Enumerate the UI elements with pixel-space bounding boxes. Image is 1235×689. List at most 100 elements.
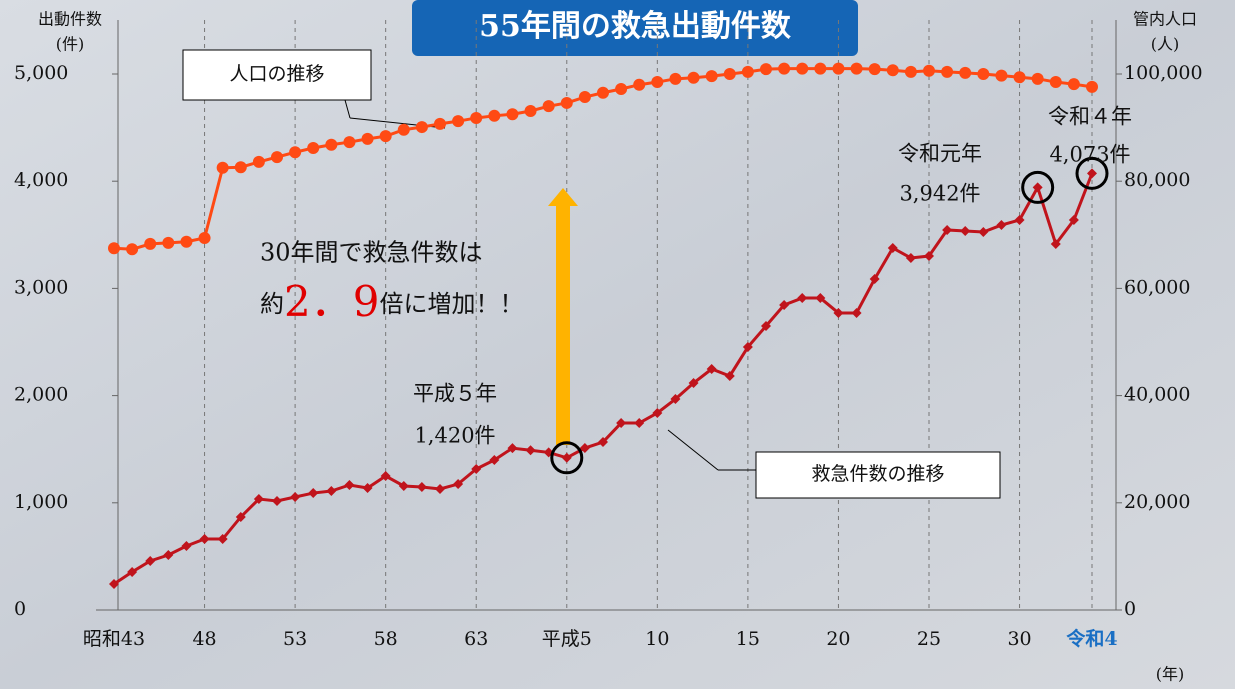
- marker: [452, 115, 464, 127]
- series-label: 救急件数の推移: [811, 463, 944, 485]
- chart: 55年間の救急出動件数 出動件数 (件) 管内人口 (人) (年) 0 1,000…: [0, 0, 1235, 689]
- marker: [543, 100, 555, 112]
- marker: [851, 63, 863, 75]
- y-axis-unit: (件): [56, 35, 85, 54]
- marker: [398, 124, 410, 136]
- marker: [760, 63, 772, 75]
- marker: [253, 156, 265, 168]
- marker: [307, 142, 319, 154]
- marker: [434, 118, 446, 130]
- marker: [796, 63, 808, 75]
- y-tick-label: 3,000: [14, 276, 68, 298]
- x-tick-label: 58: [374, 628, 398, 650]
- y2-tick-label: 60,000: [1124, 276, 1190, 298]
- marker: [162, 237, 174, 249]
- marker: [289, 146, 301, 158]
- y2-tick-label: 80,000: [1124, 169, 1190, 191]
- series-label: 人口の推移: [229, 63, 324, 85]
- marker: [199, 232, 211, 244]
- marker: [959, 67, 971, 79]
- marker: [416, 121, 428, 133]
- marker: [325, 139, 337, 151]
- y2-tick-label: 20,000: [1124, 491, 1190, 513]
- callout-text: 令和元年: [898, 142, 982, 166]
- marker: [525, 105, 537, 117]
- marker: [597, 87, 609, 99]
- message-prefix: 約: [260, 290, 284, 318]
- marker: [108, 242, 120, 254]
- marker: [217, 162, 229, 174]
- x-tick-label: 63: [464, 628, 488, 650]
- x-tick-label: 平成5: [542, 628, 592, 650]
- marker: [869, 63, 881, 75]
- marker: [579, 91, 591, 103]
- marker: [615, 83, 627, 95]
- marker: [923, 65, 935, 77]
- marker: [235, 161, 247, 173]
- marker: [362, 133, 374, 145]
- x-axis-unit: (年): [1156, 665, 1185, 684]
- marker: [688, 72, 700, 84]
- marker: [706, 70, 718, 82]
- background: [0, 0, 1235, 689]
- callout-text: 1,420件: [414, 424, 495, 448]
- y-tick-label: 1,000: [14, 491, 68, 513]
- marker: [271, 151, 283, 163]
- y-tick-label: 0: [14, 598, 26, 620]
- marker: [995, 70, 1007, 82]
- y-tick-label: 2,000: [14, 384, 68, 406]
- callout-text: 3,942件: [899, 182, 980, 206]
- marker: [905, 66, 917, 78]
- x-tick-label: 昭和43: [83, 628, 145, 650]
- y-axis-label: 出動件数: [38, 10, 102, 29]
- message-highlight: 2．9: [284, 277, 379, 326]
- marker: [1032, 73, 1044, 85]
- x-tick-label: 48: [192, 628, 216, 650]
- message-suffix: 倍に増加！！: [379, 290, 523, 318]
- marker: [633, 79, 645, 91]
- x-tick-label: 53: [283, 628, 307, 650]
- marker: [1050, 76, 1062, 88]
- marker: [180, 236, 192, 248]
- x-tick-label: 30: [1007, 628, 1031, 650]
- y-tick-label: 5,000: [14, 62, 68, 84]
- y2-tick-label: 0: [1124, 598, 1136, 620]
- marker: [814, 63, 826, 75]
- marker: [977, 68, 989, 80]
- callout-text: 令和４年: [1048, 105, 1132, 129]
- y2-tick-label: 40,000: [1124, 384, 1190, 406]
- message-line: 30年間で救急件数は: [260, 239, 483, 267]
- marker: [470, 112, 482, 124]
- x-tick-label: 令和4: [1066, 627, 1117, 650]
- marker: [941, 66, 953, 78]
- marker: [651, 76, 663, 88]
- marker: [887, 64, 899, 76]
- callout-text: 平成５年: [413, 382, 497, 406]
- marker: [561, 97, 573, 109]
- callout-text: 4,073件: [1049, 143, 1130, 167]
- marker: [724, 68, 736, 80]
- arrow-shaft: [556, 205, 570, 445]
- x-tick-label: 10: [645, 628, 669, 650]
- y2-tick-label: 100,000: [1124, 62, 1203, 84]
- marker: [488, 110, 500, 122]
- x-tick-label: 20: [826, 628, 850, 650]
- marker: [778, 63, 790, 75]
- marker: [343, 136, 355, 148]
- marker: [742, 66, 754, 78]
- x-tick-label: 25: [917, 628, 941, 650]
- y2-axis-label: 管内人口: [1133, 10, 1197, 29]
- y-tick-label: 4,000: [14, 169, 68, 191]
- marker: [1086, 81, 1098, 93]
- marker: [1068, 78, 1080, 90]
- x-tick-label: 15: [736, 628, 760, 650]
- marker: [144, 238, 156, 250]
- marker: [832, 63, 844, 75]
- marker: [1014, 71, 1026, 83]
- y2-axis-unit: (人): [1151, 35, 1180, 54]
- marker: [380, 130, 392, 142]
- chart-title: 55年間の救急出動件数: [479, 9, 792, 44]
- marker: [126, 243, 138, 255]
- marker: [506, 108, 518, 120]
- marker: [669, 73, 681, 85]
